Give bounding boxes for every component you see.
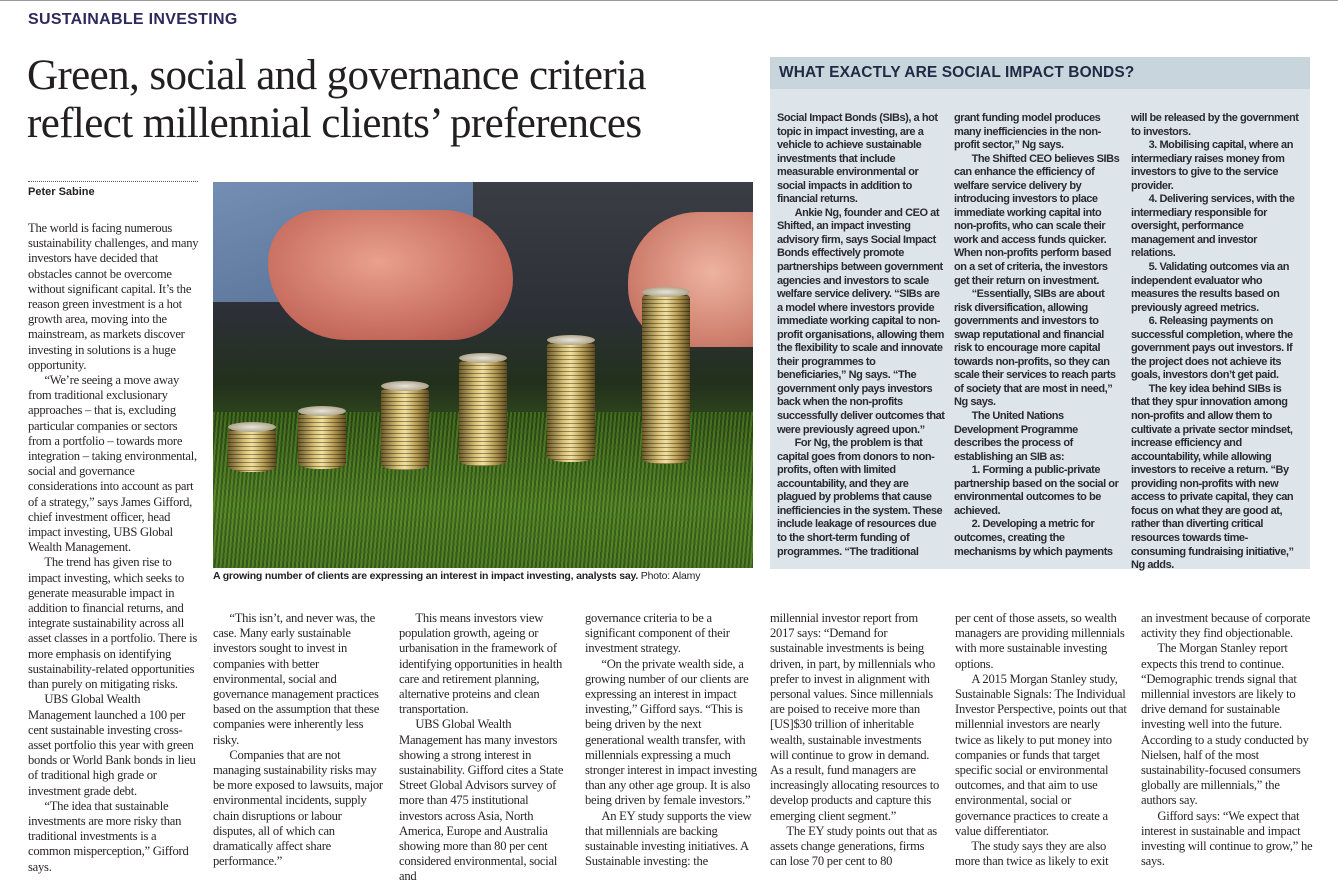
article-column-1: The world is facing numerous sustainabil… <box>28 221 200 875</box>
coin-stack <box>228 422 276 472</box>
author-divider <box>28 181 198 182</box>
paragraph: “On the private wealth side, a growing n… <box>585 656 757 808</box>
article-column-4: governance criteria to be a significant … <box>585 611 757 869</box>
paragraph: UBS Global Wealth Management has many in… <box>399 717 564 884</box>
sidebar-header: WHAT EXACTLY ARE SOCIAL IMPACT BONDS? <box>770 57 1310 89</box>
paragraph: This means investors view population gro… <box>399 611 562 717</box>
coin-stack <box>547 335 595 462</box>
paragraph: The Shifted CEO believes SIBs can enhanc… <box>954 152 1120 287</box>
paragraph: The Morgan Stanley report expects this t… <box>1141 641 1309 808</box>
paragraph: 1. Forming a public-private partnership … <box>954 464 1119 517</box>
coin-stack <box>298 406 346 469</box>
paragraph: The world is facing numerous sustainabil… <box>28 221 199 372</box>
paragraph: “This isn’t, and never was, the case. Ma… <box>213 611 380 747</box>
author-byline: Peter Sabine <box>28 186 95 198</box>
paragraph: governance criteria to be a significant … <box>585 611 730 656</box>
paragraph: 3. Mobilising capital, where an intermed… <box>1131 139 1293 192</box>
article-column-2: “This isn’t, and never was, the case. Ma… <box>213 611 385 869</box>
paragraph: The United Nations Development Programme… <box>954 410 1078 463</box>
photo-caption: A growing number of clients are expressi… <box>213 570 773 582</box>
top-rule <box>0 0 1338 1</box>
paragraph: 2. Developing a metric for outcomes, cre… <box>954 518 1113 558</box>
paragraph: millennial investor report from 2017 say… <box>770 611 939 823</box>
paragraph: For Ng, the problem is that capital goes… <box>777 437 943 558</box>
paragraph: “The idea that sustainable investments a… <box>28 798 189 874</box>
paragraph: Social Impact Bonds (SIBs), a hot topic … <box>777 112 938 206</box>
paragraph: 5. Validating outcomes via an independen… <box>1131 261 1289 314</box>
article-column-3: This means investors view population gro… <box>399 611 571 885</box>
paragraph: will be released by the government to in… <box>1131 112 1299 138</box>
paragraph: Gifford says: “We expect that interest i… <box>1141 808 1313 869</box>
paragraph: An EY study supports the view that mille… <box>585 808 752 869</box>
coin-stack <box>381 381 429 470</box>
sidebar-column-2: grant funding model produces many ineffi… <box>954 112 1124 559</box>
section-label: SUSTAINABLE INVESTING <box>28 11 238 28</box>
paragraph: The trend has given rise to impact inves… <box>28 555 197 692</box>
paragraph: The study says they are also more than t… <box>955 839 1109 869</box>
sidebar-column-1: Social Impact Bonds (SIBs), a hot topic … <box>777 112 947 559</box>
paragraph: The key idea behind SIBs is that they sp… <box>1131 382 1294 572</box>
paragraph: Companies that are not managing sustaina… <box>213 747 383 869</box>
coin-stack <box>642 287 690 464</box>
caption-text: A growing number of clients are expressi… <box>213 570 639 582</box>
paragraph: “We’re seeing a move away from tradition… <box>28 373 197 555</box>
headline: Green, social and governance criteria re… <box>27 52 646 147</box>
paragraph: 6. Releasing payments on successful comp… <box>1131 315 1293 382</box>
sidebar-column-3: will be released by the government to in… <box>1131 112 1301 573</box>
article-column-5: millennial investor report from 2017 say… <box>770 611 942 869</box>
paragraph: A 2015 Morgan Stanley study, Sustainable… <box>955 671 1127 838</box>
photo-credit: Photo: Alamy <box>640 570 701 582</box>
sidebar-title: WHAT EXACTLY ARE SOCIAL IMPACT BONDS? <box>779 64 1135 81</box>
paragraph: an investment because of corporate activ… <box>1141 611 1311 641</box>
article-column-7: an investment because of corporate activ… <box>1141 611 1313 869</box>
paragraph: per cent of those assets, so wealth mana… <box>955 611 1125 671</box>
paragraph: grant funding model produces many ineffi… <box>954 112 1101 152</box>
article-photo <box>213 182 753 568</box>
sidebar-box: WHAT EXACTLY ARE SOCIAL IMPACT BONDS? So… <box>770 57 1310 571</box>
left-hand <box>268 210 513 340</box>
paragraph: The EY study points out that as assets c… <box>770 823 937 869</box>
paragraph: Ankie Ng, founder and CEO at Shifted, an… <box>777 206 945 436</box>
paragraph: 4. Delivering services, with the interme… <box>1131 193 1295 260</box>
paragraph: “Essentially, SIBs are about risk divers… <box>954 288 1116 409</box>
article-column-6: per cent of those assets, so wealth mana… <box>955 611 1127 869</box>
coin-stack <box>459 353 507 466</box>
paragraph: UBS Global Wealth Management launched a … <box>28 692 196 798</box>
